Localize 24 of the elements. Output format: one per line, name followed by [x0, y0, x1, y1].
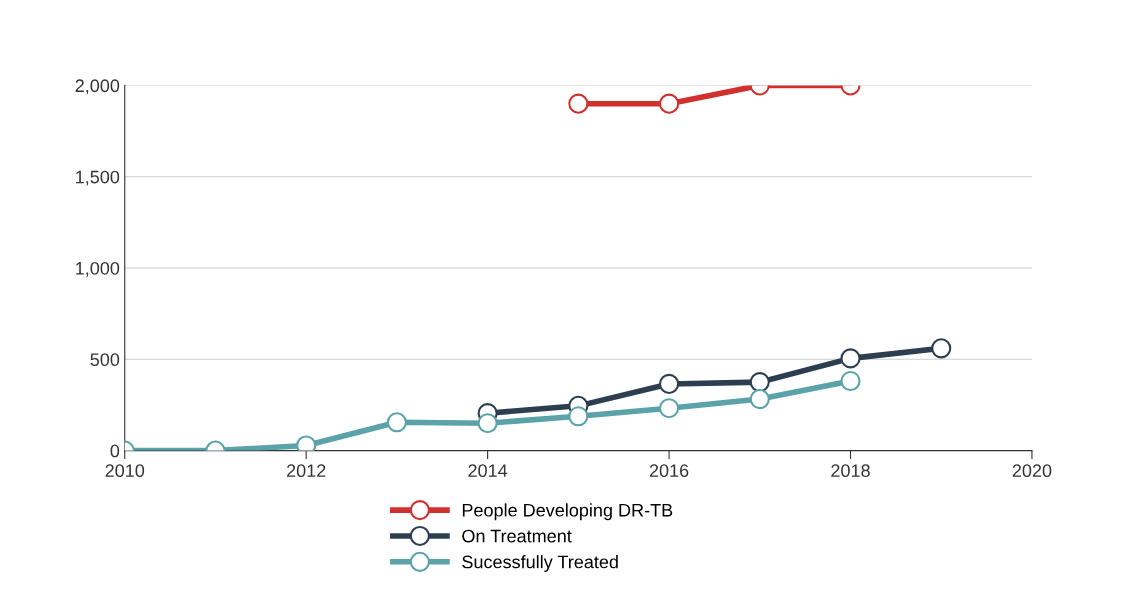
point	[477, 413, 498, 434]
x-tick-label: 2010	[105, 464, 145, 478]
point	[749, 389, 770, 410]
x-tick-label: 2014	[468, 464, 508, 478]
point	[840, 348, 861, 369]
legend-label: On Treatment	[462, 529, 572, 543]
y-tick-label: 2,000	[75, 79, 120, 95]
y-tick-label: 0	[110, 444, 120, 458]
point	[749, 372, 770, 393]
point	[568, 406, 589, 427]
point	[386, 412, 407, 433]
x-tick-label: 2016	[649, 464, 689, 478]
legend-label: People Developing DR-TB	[462, 503, 673, 521]
x-tick-label: 2020	[1012, 464, 1052, 478]
y-tick-label: 1,500	[76, 170, 120, 186]
x-tick-label: 2012	[287, 464, 326, 478]
legend-label: Sucessfully Treated	[462, 555, 618, 572]
y-tick-label: 500	[90, 353, 120, 367]
x-tick-label: 2018	[831, 464, 870, 478]
point	[658, 398, 680, 419]
y-tick-label: 1,000	[76, 261, 120, 277]
point	[840, 370, 861, 392]
point	[658, 373, 680, 395]
point	[931, 338, 952, 359]
